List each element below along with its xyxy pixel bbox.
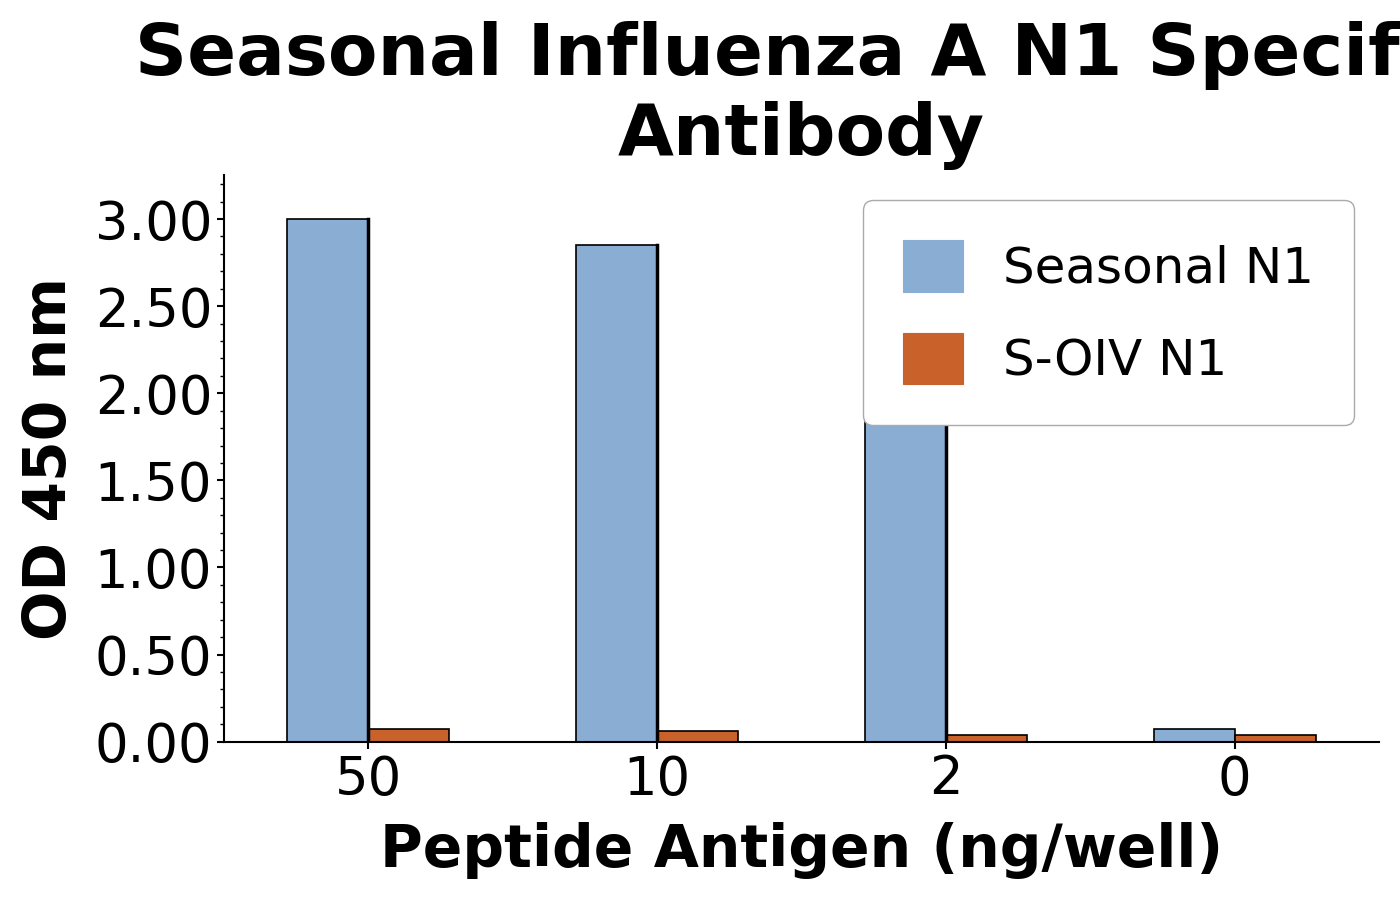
Bar — [368, 730, 449, 742]
Bar — [865, 381, 946, 742]
Bar — [1154, 730, 1235, 742]
X-axis label: Peptide Antigen (ng/well): Peptide Antigen (ng/well) — [379, 823, 1224, 879]
Bar — [946, 734, 1026, 742]
Title: Seasonal Influenza A N1 Specific
Antibody: Seasonal Influenza A N1 Specific Antibod… — [136, 21, 1400, 169]
Bar — [1235, 734, 1316, 742]
Legend: Seasonal N1, S-OIV N1: Seasonal N1, S-OIV N1 — [864, 201, 1354, 426]
Bar — [577, 245, 657, 742]
Bar — [287, 219, 368, 742]
Bar — [657, 731, 738, 742]
Y-axis label: OD 450 nm: OD 450 nm — [21, 277, 78, 640]
